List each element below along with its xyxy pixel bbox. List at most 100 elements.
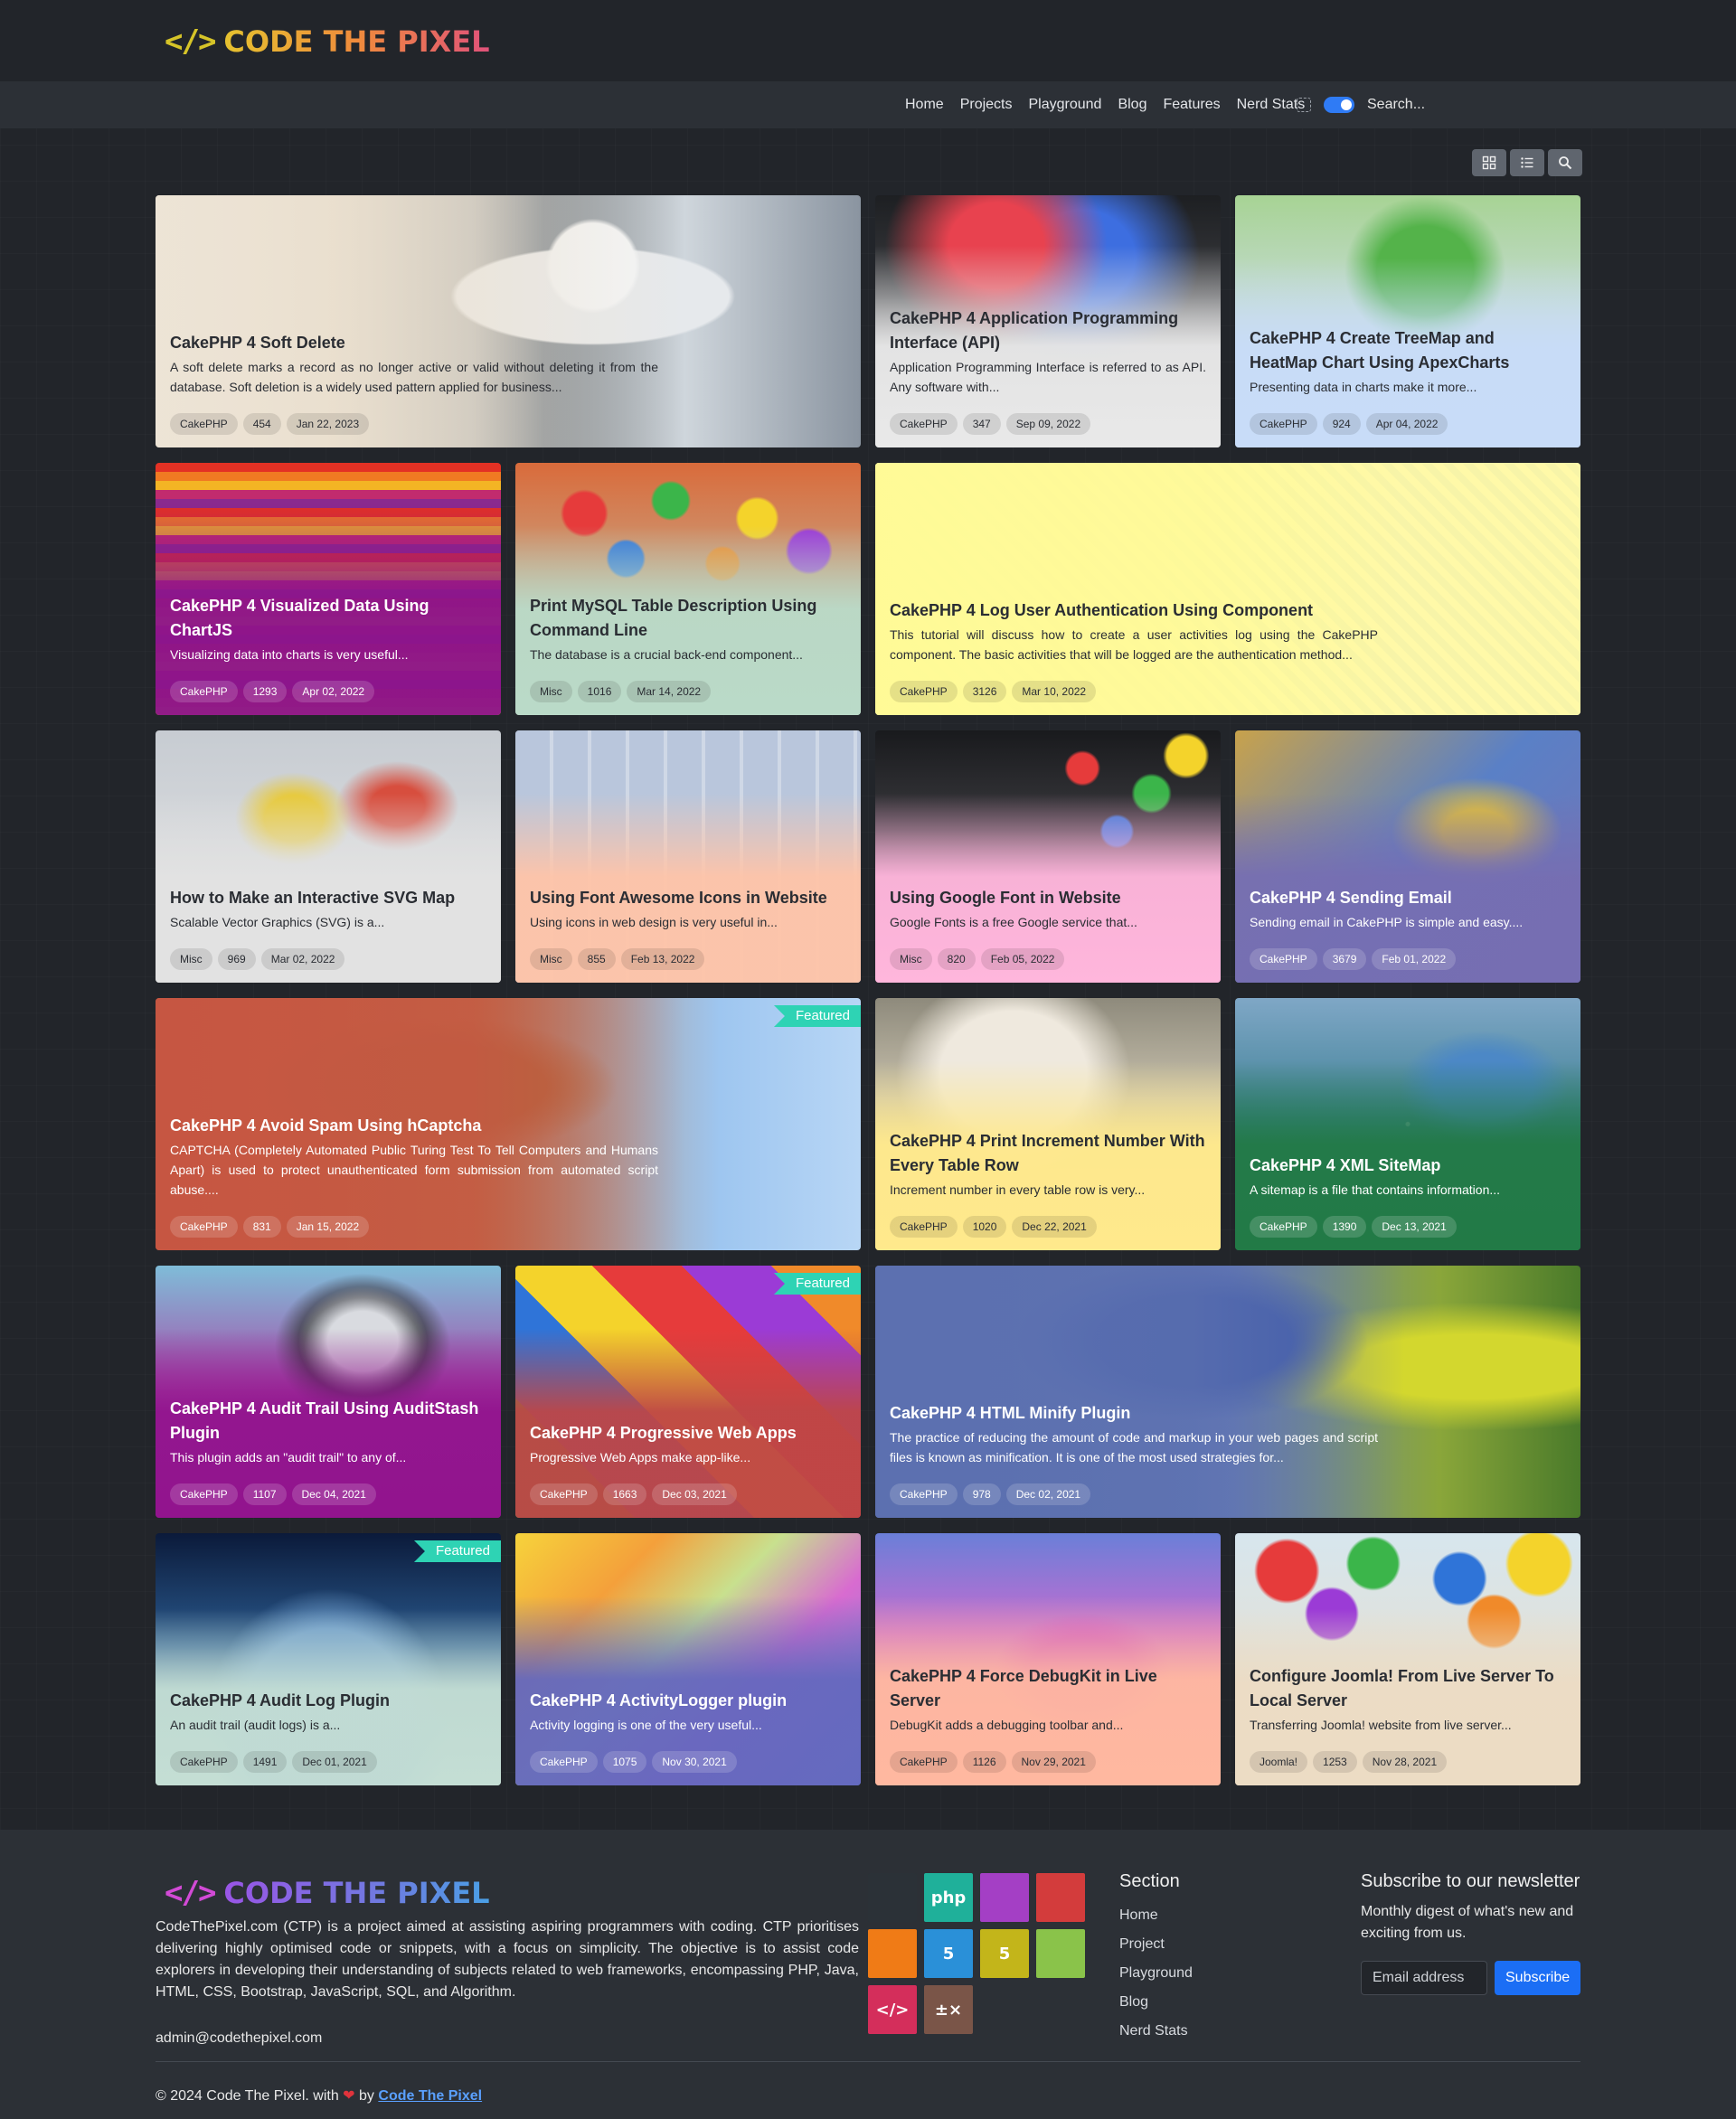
vscode-icon[interactable]: [980, 1873, 1029, 1922]
post-card[interactable]: CakePHP 4 Log User Authentication Using …: [875, 463, 1580, 715]
cakephp-icon[interactable]: [1036, 1873, 1085, 1922]
post-title[interactable]: CakePHP 4 HTML Minify Plugin: [890, 1404, 1131, 1422]
post-card[interactable]: Featured CakePHP 4 Avoid Spam Using hCapt…: [156, 998, 861, 1250]
code-icon[interactable]: </>: [868, 1985, 917, 2034]
nav-features[interactable]: Features: [1163, 97, 1221, 112]
post-card[interactable]: Using Font Awesome Icons in Website Using…: [515, 730, 861, 983]
post-excerpt: DebugKit adds a debugging toolbar and...: [890, 1718, 1124, 1732]
post-card[interactable]: CakePHP 4 Application Programming Interf…: [875, 195, 1221, 447]
post-category[interactable]: CakePHP: [170, 413, 238, 435]
newsletter-email-input[interactable]: [1361, 1961, 1487, 1995]
theme-toggle[interactable]: [1324, 97, 1354, 113]
nav-home[interactable]: Home: [905, 97, 944, 112]
subscribe-button[interactable]: Subscribe: [1495, 1961, 1581, 1995]
list-view-button[interactable]: [1510, 149, 1544, 176]
nav-blog[interactable]: Blog: [1118, 97, 1147, 112]
post-card[interactable]: CakePHP 4 HTML Minify Plugin The practice…: [875, 1266, 1580, 1518]
post-title[interactable]: CakePHP 4 Avoid Spam Using hCaptcha: [170, 1116, 482, 1135]
post-category[interactable]: Misc: [530, 681, 572, 702]
post-category[interactable]: CakePHP: [1250, 1216, 1317, 1238]
post-title[interactable]: CakePHP 4 Audit Trail Using AuditStash P…: [170, 1399, 479, 1442]
xampp-icon[interactable]: [868, 1929, 917, 1978]
footer-link-blog[interactable]: Blog: [1119, 1994, 1149, 2010]
footer-link-playground[interactable]: Playground: [1119, 1965, 1193, 1981]
laragon-icon[interactable]: [1036, 1929, 1085, 1978]
php-icon[interactable]: php: [924, 1873, 973, 1922]
post-card[interactable]: Using Google Font in Website Google Fonts…: [875, 730, 1221, 983]
post-title[interactable]: How to Make an Interactive SVG Map: [170, 889, 456, 907]
copyright-link[interactable]: Code The Pixel: [378, 2088, 483, 2104]
post-category[interactable]: CakePHP: [170, 1751, 238, 1773]
post-category[interactable]: CakePHP: [530, 1751, 598, 1773]
nav-playground[interactable]: Playground: [1028, 97, 1102, 112]
post-title[interactable]: CakePHP 4 Audit Log Plugin: [170, 1691, 391, 1709]
post-category[interactable]: Joomla!: [1250, 1751, 1308, 1773]
search-view-button[interactable]: [1548, 149, 1582, 176]
site-logo[interactable]: </> CODE THE PIXEL: [165, 24, 490, 60]
post-title[interactable]: CakePHP 4 Print Increment Number With Ev…: [890, 1132, 1205, 1174]
post-title[interactable]: Configure Joomla! From Live Server To Lo…: [1250, 1667, 1554, 1709]
post-category[interactable]: CakePHP: [890, 1751, 958, 1773]
post-title[interactable]: CakePHP 4 XML SiteMap: [1250, 1156, 1441, 1174]
post-title[interactable]: CakePHP 4 ActivityLogger plugin: [530, 1691, 788, 1709]
thumbnail-overlay: [875, 1266, 1580, 1518]
post-category[interactable]: CakePHP: [170, 1216, 238, 1238]
post-category[interactable]: CakePHP: [170, 681, 238, 702]
nav-projects[interactable]: Projects: [959, 97, 1013, 112]
post-category[interactable]: Misc: [170, 948, 212, 970]
footer-link-nerd-stats[interactable]: Nerd Stats: [1119, 2023, 1188, 2039]
post-title[interactable]: CakePHP 4 Sending Email: [1250, 889, 1452, 907]
post-category[interactable]: CakePHP: [890, 1483, 958, 1505]
footer-link-project[interactable]: Project: [1119, 1936, 1165, 1952]
post-title[interactable]: Using Google Font in Website: [890, 889, 1121, 907]
post-card[interactable]: CakePHP 4 Soft Delete A soft delete marks…: [156, 195, 861, 447]
calculator-icon[interactable]: ±×: [924, 1985, 973, 2034]
post-category[interactable]: CakePHP: [1250, 948, 1317, 970]
post-category[interactable]: CakePHP: [170, 1483, 238, 1505]
thumbnail-overlay: [515, 1533, 861, 1785]
post-content: Configure Joomla! From Live Server To Lo…: [1250, 1664, 1566, 1773]
footer-email[interactable]: admin@codethepixel.com: [156, 2030, 323, 2046]
post-card[interactable]: CakePHP 4 Visualized Data Using ChartJS V…: [156, 463, 501, 715]
post-title[interactable]: Print MySQL Table Description Using Comm…: [530, 597, 817, 639]
post-title[interactable]: CakePHP 4 Progressive Web Apps: [530, 1424, 797, 1442]
post-card[interactable]: CakePHP 4 Force DebugKit in Live Server D…: [875, 1533, 1221, 1785]
post-title[interactable]: CakePHP 4 Force DebugKit in Live Server: [890, 1667, 1157, 1709]
newsletter-title: Subscribe to our newsletter: [1361, 1871, 1580, 1891]
post-category[interactable]: CakePHP: [1250, 413, 1317, 435]
post-card[interactable]: CakePHP 4 ActivityLogger plugin Activity …: [515, 1533, 861, 1785]
post-title[interactable]: CakePHP 4 Create TreeMap and HeatMap Cha…: [1250, 329, 1510, 372]
post-card[interactable]: CakePHP 4 Sending Email Sending email in …: [1235, 730, 1580, 983]
post-title[interactable]: CakePHP 4 Log User Authentication Using …: [890, 601, 1314, 619]
post-card[interactable]: CakePHP 4 Create TreeMap and HeatMap Cha…: [1235, 195, 1580, 447]
post-card[interactable]: CakePHP 4 XML SiteMap A sitemap is a file…: [1235, 998, 1580, 1250]
css3-icon[interactable]: 5: [980, 1929, 1029, 1978]
post-category[interactable]: CakePHP: [890, 1216, 958, 1238]
post-title[interactable]: Using Font Awesome Icons in Website: [530, 889, 827, 907]
fullscreen-icon[interactable]: [1297, 98, 1311, 112]
post-card[interactable]: CakePHP 4 Print Increment Number With Ev…: [875, 998, 1221, 1250]
post-title[interactable]: CakePHP 4 Soft Delete: [170, 334, 345, 352]
github-icon[interactable]: [868, 1873, 917, 1922]
post-card[interactable]: Configure Joomla! From Live Server To Lo…: [1235, 1533, 1580, 1785]
post-category[interactable]: CakePHP: [890, 681, 958, 702]
nav-nerd-stats[interactable]: Nerd Stats: [1236, 97, 1306, 112]
post-category[interactable]: Misc: [890, 948, 932, 970]
post-title[interactable]: CakePHP 4 Visualized Data Using ChartJS: [170, 597, 429, 639]
footer-link-home[interactable]: Home: [1119, 1907, 1158, 1923]
post-category[interactable]: Misc: [530, 948, 572, 970]
post-card[interactable]: CakePHP 4 Audit Trail Using AuditStash P…: [156, 1266, 501, 1518]
post-category[interactable]: CakePHP: [530, 1483, 598, 1505]
post-card[interactable]: How to Make an Interactive SVG Map Scalab…: [156, 730, 501, 983]
post-card[interactable]: Featured CakePHP 4 Audit Log Plugin An aud…: [156, 1533, 501, 1785]
html5-icon[interactable]: 5: [924, 1929, 973, 1978]
post-category[interactable]: CakePHP: [890, 413, 958, 435]
grid-view-button[interactable]: [1472, 149, 1506, 176]
footer-logo[interactable]: </> CODE THE PIXEL: [165, 1875, 490, 1911]
post-date: Feb 13, 2022: [620, 948, 705, 970]
post-card[interactable]: Print MySQL Table Description Using Comm…: [515, 463, 861, 715]
thumbnail-overlay: [875, 195, 1221, 447]
post-title[interactable]: CakePHP 4 Application Programming Interf…: [890, 309, 1179, 352]
post-card[interactable]: Featured CakePHP 4 Progressive Web Apps Pr…: [515, 1266, 861, 1518]
search-input[interactable]: [1367, 97, 1476, 113]
